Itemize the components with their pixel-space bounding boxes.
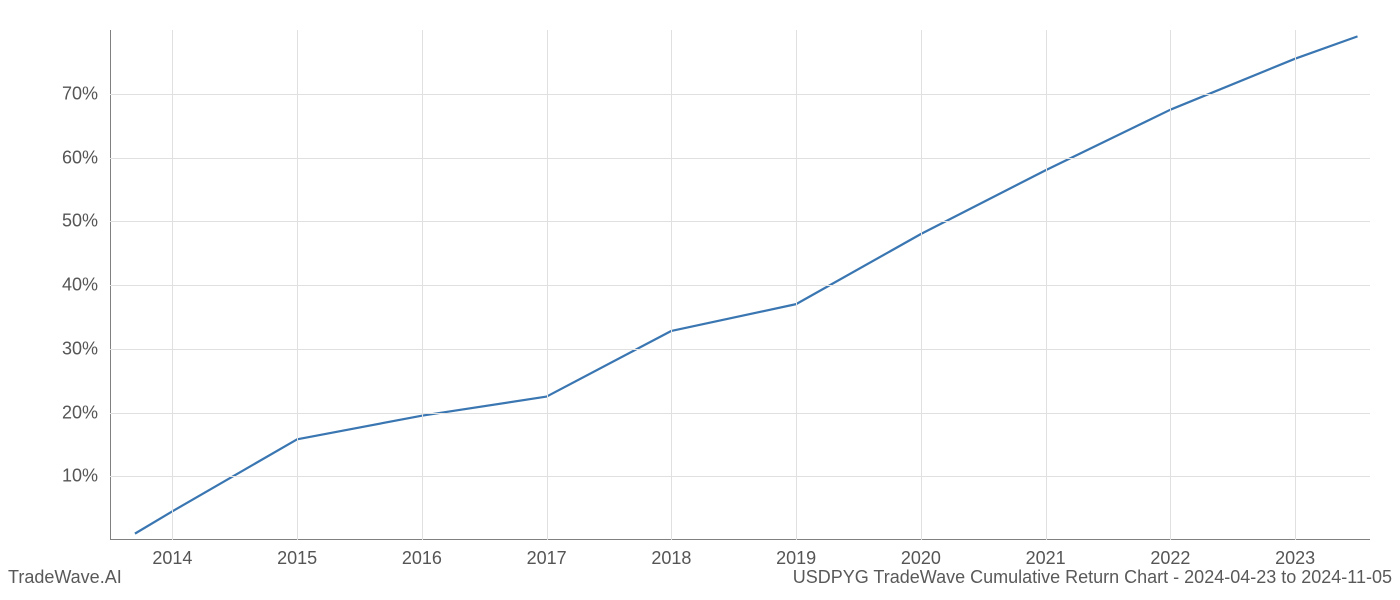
footer-brand: TradeWave.AI [8, 567, 122, 588]
y-tick-label: 40% [62, 275, 98, 296]
chart-container: 2014201520162017201820192020202120222023… [110, 30, 1370, 540]
x-tick-label: 2017 [527, 548, 567, 569]
x-tick-label: 2018 [651, 548, 691, 569]
grid-line-horizontal [110, 476, 1370, 477]
x-tick-label: 2019 [776, 548, 816, 569]
grid-line-horizontal [110, 94, 1370, 95]
x-tick-label: 2015 [277, 548, 317, 569]
x-tick-label: 2014 [152, 548, 192, 569]
grid-line-horizontal [110, 221, 1370, 222]
x-tick-label: 2023 [1275, 548, 1315, 569]
x-tick-label: 2022 [1150, 548, 1190, 569]
y-tick-label: 60% [62, 147, 98, 168]
x-tick-label: 2016 [402, 548, 442, 569]
y-tick-label: 20% [62, 402, 98, 423]
x-tick-label: 2020 [901, 548, 941, 569]
grid-line-horizontal [110, 158, 1370, 159]
y-tick-label: 70% [62, 83, 98, 104]
y-tick-label: 30% [62, 338, 98, 359]
y-tick-label: 50% [62, 211, 98, 232]
grid-line-horizontal [110, 285, 1370, 286]
x-tick-label: 2021 [1026, 548, 1066, 569]
plot-area: 2014201520162017201820192020202120222023… [110, 30, 1370, 540]
y-tick-label: 10% [62, 466, 98, 487]
footer-caption: USDPYG TradeWave Cumulative Return Chart… [793, 567, 1392, 588]
grid-line-horizontal [110, 349, 1370, 350]
grid-line-horizontal [110, 413, 1370, 414]
